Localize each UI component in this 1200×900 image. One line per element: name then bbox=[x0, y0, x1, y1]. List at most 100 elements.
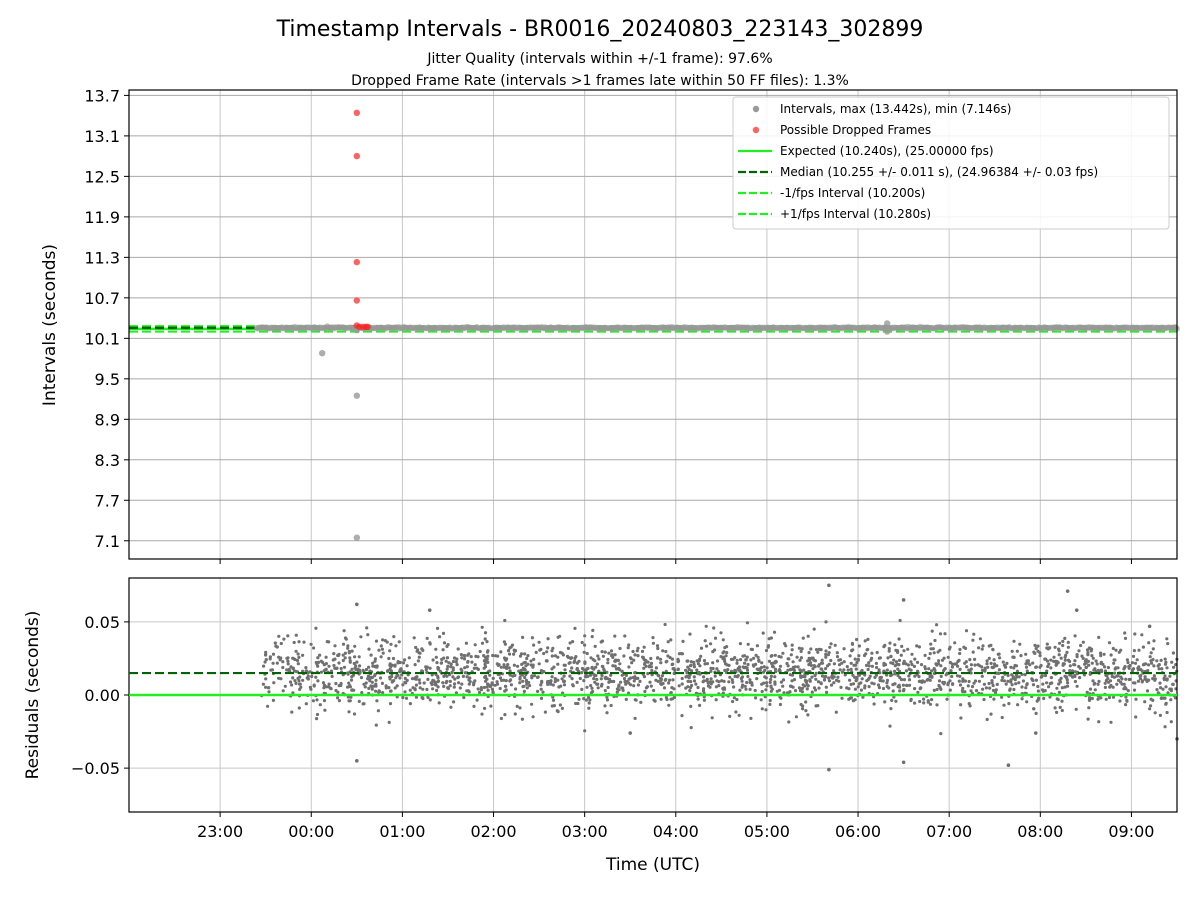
residual-point bbox=[316, 679, 320, 683]
residual-outlier-point bbox=[355, 759, 359, 763]
residual-point bbox=[1077, 664, 1081, 669]
residual-point bbox=[1005, 661, 1009, 666]
residual-point bbox=[829, 642, 833, 646]
residual-point bbox=[369, 684, 373, 688]
residual-point bbox=[992, 662, 997, 666]
residual-point bbox=[897, 637, 901, 641]
residual-point bbox=[958, 674, 962, 678]
residual-point bbox=[1036, 684, 1040, 689]
residual-point bbox=[992, 697, 996, 701]
residual-point bbox=[373, 664, 377, 668]
residual-point bbox=[980, 668, 985, 673]
residual-point bbox=[463, 654, 467, 658]
residual-point bbox=[295, 658, 300, 663]
residual-point bbox=[1110, 674, 1114, 679]
residual-point bbox=[618, 668, 622, 672]
residual-point bbox=[671, 662, 675, 666]
residual-outlier-point bbox=[355, 602, 359, 607]
residual-point bbox=[322, 686, 326, 690]
residual-point bbox=[1068, 664, 1072, 668]
residual-point bbox=[516, 664, 520, 668]
residual-point bbox=[1038, 654, 1042, 658]
residual-point bbox=[802, 668, 806, 672]
residual-point bbox=[312, 646, 316, 650]
residual-point bbox=[649, 661, 654, 666]
residual-point bbox=[680, 676, 684, 681]
residual-point bbox=[1025, 682, 1029, 686]
residual-point bbox=[418, 686, 422, 690]
residual-point bbox=[342, 629, 346, 633]
residual-point bbox=[788, 684, 793, 688]
residual-point bbox=[1097, 635, 1101, 640]
residual-point bbox=[967, 679, 971, 684]
residual-point bbox=[342, 665, 347, 669]
residual-point bbox=[728, 675, 732, 679]
residual-point bbox=[452, 685, 456, 689]
residual-point bbox=[839, 685, 843, 690]
residual-point bbox=[463, 666, 467, 670]
residual-point bbox=[277, 634, 281, 638]
residual-point bbox=[613, 634, 617, 638]
residual-point bbox=[367, 686, 371, 691]
residual-outlier-point bbox=[1074, 608, 1079, 612]
residual-point bbox=[748, 678, 752, 682]
residual-point bbox=[468, 680, 472, 684]
residual-point bbox=[1169, 720, 1173, 724]
residual-point bbox=[640, 649, 645, 654]
residual-point bbox=[939, 687, 943, 692]
residual-point bbox=[1114, 648, 1118, 652]
residual-point bbox=[441, 631, 446, 636]
residual-point bbox=[1109, 653, 1113, 657]
residual-point bbox=[766, 644, 771, 648]
residual-point bbox=[310, 674, 314, 679]
residual-point bbox=[665, 697, 669, 702]
residual-point bbox=[836, 675, 840, 679]
intervals-y-ticks: 7.17.78.38.99.510.110.711.311.912.513.11… bbox=[84, 86, 129, 551]
residual-point bbox=[1143, 700, 1147, 704]
residual-point bbox=[442, 641, 447, 645]
residual-point bbox=[1124, 687, 1128, 691]
residual-point bbox=[337, 699, 341, 703]
residual-point bbox=[922, 697, 926, 701]
residual-point bbox=[455, 657, 459, 661]
residual-point bbox=[267, 686, 271, 690]
residual-point bbox=[414, 683, 418, 687]
residual-point bbox=[573, 626, 577, 631]
residual-point bbox=[869, 658, 873, 662]
residual-point bbox=[760, 689, 764, 694]
residual-point bbox=[1104, 697, 1108, 701]
residual-point bbox=[891, 683, 895, 687]
residual-point bbox=[887, 647, 891, 651]
residual-point bbox=[525, 686, 529, 690]
residual-point bbox=[530, 676, 534, 680]
residual-point bbox=[1165, 710, 1169, 715]
residual-point bbox=[357, 655, 361, 659]
residual-point bbox=[757, 659, 761, 663]
residual-point bbox=[816, 650, 820, 654]
residual-point bbox=[1092, 682, 1096, 686]
residual-point bbox=[376, 709, 380, 713]
residual-point bbox=[456, 675, 461, 679]
intervals-y-axis-label: Intervals (seconds) bbox=[40, 244, 60, 406]
residual-point bbox=[268, 657, 272, 661]
residual-point bbox=[485, 650, 490, 654]
residual-point bbox=[449, 705, 453, 709]
residual-point bbox=[781, 651, 785, 655]
residual-point bbox=[530, 636, 535, 640]
residual-point bbox=[830, 673, 834, 677]
residual-point bbox=[590, 635, 594, 639]
residual-point bbox=[722, 657, 727, 661]
residual-point bbox=[275, 661, 279, 665]
residual-point bbox=[973, 679, 978, 683]
residual-point bbox=[615, 687, 620, 691]
residual-point bbox=[699, 646, 704, 650]
residual-point bbox=[982, 682, 987, 686]
residual-point bbox=[472, 666, 476, 670]
residual-point bbox=[1031, 683, 1036, 687]
residual-point bbox=[350, 649, 354, 653]
residual-point bbox=[754, 696, 758, 700]
residual-point bbox=[990, 679, 994, 683]
residual-point bbox=[702, 698, 707, 702]
residual-point bbox=[1086, 717, 1090, 721]
residual-point bbox=[330, 674, 334, 679]
